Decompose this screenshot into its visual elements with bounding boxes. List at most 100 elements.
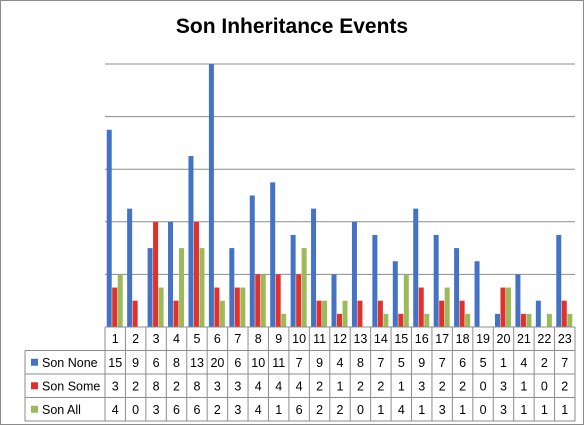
data-table-value: 3	[500, 403, 507, 417]
bar-son-some-1	[112, 287, 118, 327]
bar-son-some-9	[275, 274, 281, 327]
bar-son-all-11	[322, 300, 328, 327]
data-table-value: 1	[418, 403, 425, 417]
data-table-value: 9	[132, 356, 139, 370]
data-table-value: 1	[520, 379, 527, 393]
data-table-value: 3	[500, 379, 507, 393]
bar-son-none-7	[229, 248, 235, 327]
bars	[106, 64, 573, 327]
bar-son-none-23	[556, 234, 562, 327]
data-table-value: 15	[108, 356, 122, 370]
data-table-value: 2	[316, 403, 323, 417]
bar-son-all-10	[301, 248, 307, 327]
bar-son-all-23	[567, 313, 573, 327]
bar-son-none-13	[351, 221, 357, 327]
data-table-value: 4	[520, 356, 527, 370]
bar-son-none-12	[331, 274, 337, 327]
bar-son-none-18	[454, 248, 460, 327]
bar-son-none-19	[474, 261, 480, 327]
data-table-value: 1	[500, 356, 507, 370]
bar-son-none-5	[188, 156, 194, 327]
bar-son-some-11	[316, 300, 322, 327]
bar-son-some-18	[459, 300, 465, 327]
x-tick-label: 2	[132, 332, 139, 346]
data-table-value: 4	[398, 403, 405, 417]
data-table-value: 2	[132, 379, 139, 393]
bar-son-all-22	[546, 313, 552, 327]
x-tick-label: 13	[353, 332, 367, 346]
x-tick-label: 3	[153, 332, 160, 346]
data-table-value: 0	[132, 403, 139, 417]
x-tick-label: 11	[313, 332, 326, 346]
data-table-value: 7	[439, 356, 446, 370]
bar-son-some-10	[296, 274, 302, 327]
data-table-value: 9	[418, 356, 425, 370]
bar-son-some-15	[398, 313, 404, 327]
bar-son-none-10	[290, 234, 296, 327]
data-table-value: 7	[377, 356, 384, 370]
data-table: 1 2 3 4 5 6 7 8 9 10 11 12 13 14 15 16 17 18 19 20 21 22 23Son…	[24, 326, 576, 422]
data-table-value: 10	[251, 356, 265, 370]
bar-son-some-12	[337, 313, 342, 327]
legend-swatch-son-all	[31, 405, 38, 413]
bar-son-all-3	[158, 287, 164, 327]
data-table-value: 4	[255, 403, 262, 417]
data-table-value: 3	[153, 403, 160, 417]
bar-son-none-4	[168, 221, 174, 327]
x-tick-label: 6	[214, 332, 221, 346]
data-table-value: 1	[275, 403, 282, 417]
data-table-value: 2	[173, 379, 180, 393]
data-table-value: 3	[234, 379, 241, 393]
bar-son-some-4	[173, 300, 179, 327]
data-table-value: 9	[316, 356, 323, 370]
data-table-value: 4	[275, 379, 282, 393]
data-table-value: 6	[459, 356, 466, 370]
legend-label: Son All	[42, 403, 81, 417]
bar-son-all-5	[199, 248, 205, 327]
x-tick-label: 7	[234, 332, 241, 346]
x-tick-label: 19	[476, 332, 490, 346]
bar-son-none-9	[270, 182, 276, 327]
bar-son-all-20	[505, 287, 511, 327]
bar-son-all-14	[383, 313, 389, 327]
x-tick-label: 22	[537, 332, 551, 346]
data-table-value: 2	[377, 379, 384, 393]
bar-son-none-15	[392, 261, 398, 327]
data-table-value: 0	[480, 379, 487, 393]
data-table-value: 8	[357, 356, 364, 370]
data-table-value: 2	[357, 379, 364, 393]
x-tick-label: 18	[456, 332, 470, 346]
bar-son-none-3	[147, 248, 153, 327]
bar-son-some-2	[132, 300, 138, 327]
data-table-value: 1	[561, 403, 568, 417]
bar-son-all-16	[424, 313, 430, 327]
legend-swatch-son-none	[31, 358, 38, 366]
data-table-value: 4	[255, 379, 262, 393]
bar-son-all-6	[219, 300, 225, 327]
data-table-value: 3	[439, 403, 446, 417]
data-table-value: 8	[153, 379, 160, 393]
data-table-value: 4	[112, 403, 119, 417]
data-table-value: 7	[561, 356, 568, 370]
data-table-value: 3	[112, 379, 119, 393]
bar-son-all-4	[179, 248, 185, 327]
data-table-value: 2	[541, 356, 548, 370]
data-table-value: 6	[153, 356, 160, 370]
data-table-value: 6	[173, 403, 180, 417]
bar-son-none-20	[494, 313, 500, 327]
x-tick-label: 1	[112, 332, 119, 346]
data-table-value: 7	[296, 356, 303, 370]
chart-title: Son Inheritance Events	[175, 15, 409, 38]
bar-son-all-8	[260, 274, 266, 327]
bar-son-none-22	[535, 300, 541, 327]
data-table-value: 2	[337, 403, 344, 417]
bar-son-none-1	[106, 129, 112, 327]
bar-son-all-1	[117, 274, 123, 327]
bar-son-some-14	[377, 300, 383, 327]
bar-son-some-8	[255, 274, 261, 327]
x-tick-label: 5	[193, 332, 200, 346]
x-tick-label: 21	[517, 332, 531, 346]
data-table-value: 1	[541, 403, 548, 417]
